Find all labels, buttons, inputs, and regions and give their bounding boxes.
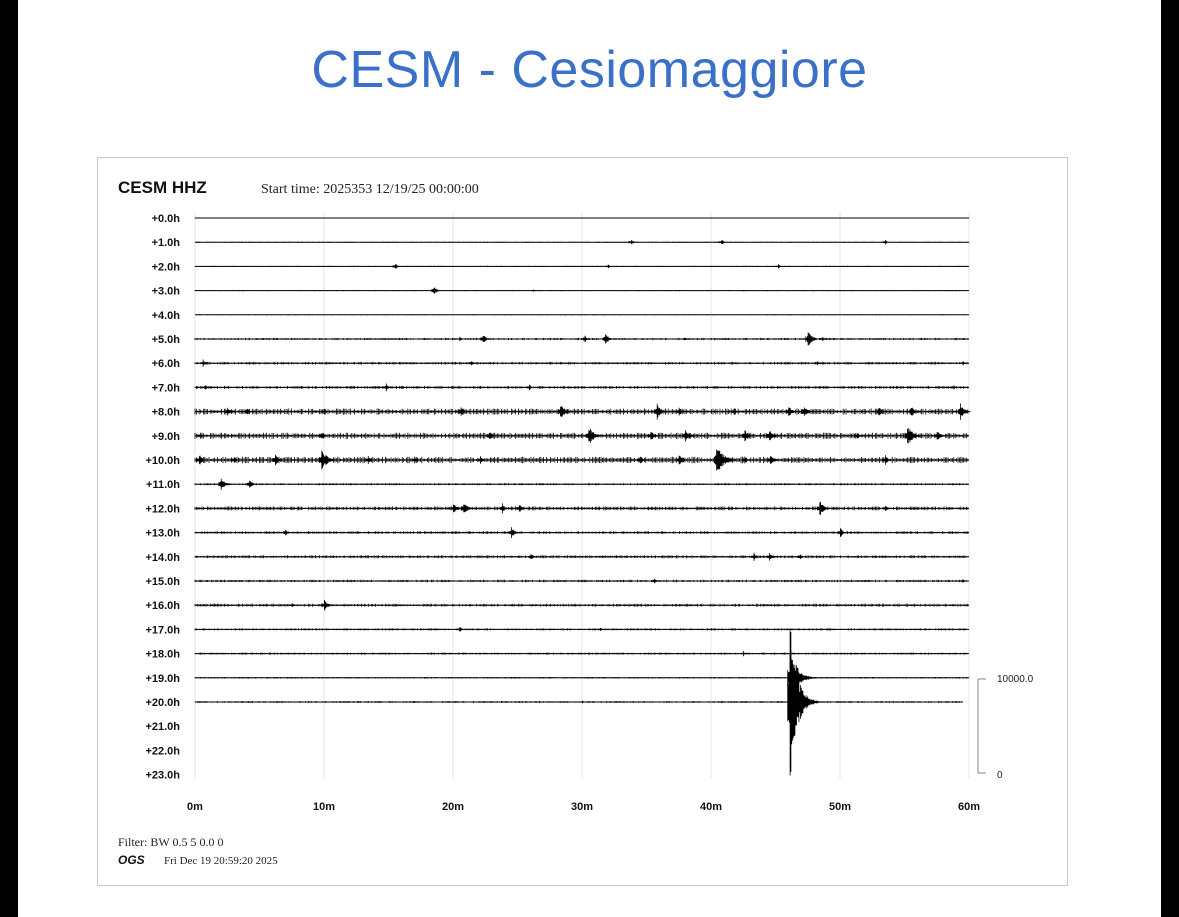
trace-signal	[194, 501, 969, 515]
trace-signal	[194, 359, 969, 367]
row-label: +16.0h	[145, 600, 180, 612]
trace-signal	[194, 314, 969, 316]
seismic-traces	[194, 217, 971, 776]
trace-signal	[194, 599, 969, 611]
row-label: +3.0h	[152, 286, 181, 298]
row-label: +8.0h	[152, 407, 181, 419]
row-label: +22.0h	[145, 745, 180, 757]
row-label: +5.0h	[152, 334, 181, 346]
x-tick-label: 0m	[187, 801, 203, 813]
x-tick-label: 60m	[958, 801, 980, 813]
helicorder-plot: 0m 10m 20m 30m 40m 50m 60m +0.0h +1.0h +2.0h +3.0h…	[97, 157, 1068, 886]
row-label: +18.0h	[145, 649, 180, 661]
row-label: +0.0h	[152, 213, 181, 225]
trace-signal	[194, 428, 969, 444]
scale-bar-top-label: 10000.0	[997, 674, 1034, 685]
trace-signal	[194, 578, 969, 584]
trace-signal	[194, 264, 969, 269]
row-label: +6.0h	[152, 358, 181, 370]
trace-signal	[194, 478, 969, 490]
chart-title: CESM HHZ	[118, 178, 207, 197]
trace-signal	[194, 628, 963, 776]
row-label: +23.0h	[145, 770, 180, 782]
row-label: +11.0h	[146, 479, 180, 491]
scale-bar-bottom-label: 0	[997, 770, 1003, 781]
footer-timestamp: Fri Dec 19 20:59:20 2025	[164, 855, 278, 867]
screen: CESM - Cesiomaggiore 0m 10m 20m 30m 40m 50m 60…	[18, 0, 1161, 917]
grid-lines	[194, 212, 970, 779]
row-label: +7.0h	[152, 382, 181, 394]
filter-label: Filter: BW 0.5 5 0.0 0	[118, 835, 223, 849]
trace-signal	[194, 403, 971, 420]
trace-signal	[194, 651, 969, 657]
axis-labels: 0m 10m 20m 30m 40m 50m 60m +0.0h +1.0h +2.0h +3.0h…	[145, 213, 980, 813]
x-tick-label: 20m	[442, 801, 464, 813]
trace-signal	[194, 527, 969, 538]
row-label: +14.0h	[145, 552, 180, 564]
chart-subtitle: Start time: 2025353 12/19/25 00:00:00	[261, 182, 479, 197]
x-tick-label: 30m	[571, 801, 593, 813]
row-label: +20.0h	[145, 697, 180, 709]
row-label: +12.0h	[145, 503, 180, 515]
trace-signal	[194, 383, 969, 392]
trace-signal	[194, 627, 969, 632]
scale-bar: 10000.0 0	[977, 674, 1034, 781]
helicorder-svg: 0m 10m 20m 30m 40m 50m 60m +0.0h +1.0h +2.0h +3.0h…	[118, 178, 1034, 867]
trace-signal	[194, 287, 969, 294]
trace-signal	[194, 332, 969, 346]
row-label: +2.0h	[152, 261, 181, 273]
row-label: +21.0h	[145, 721, 180, 733]
row-label: +13.0h	[145, 528, 180, 540]
trace-signal	[194, 240, 969, 245]
page-title: CESM - Cesiomaggiore	[311, 41, 868, 99]
trace-signal	[194, 552, 969, 561]
row-label: +9.0h	[152, 431, 181, 443]
trace-signal	[194, 217, 969, 219]
trace-signal	[194, 449, 969, 471]
row-label: +1.0h	[152, 237, 181, 249]
trace-signal	[194, 649, 969, 706]
row-label: +15.0h	[145, 576, 180, 588]
x-tick-label: 40m	[700, 801, 722, 813]
row-label: +4.0h	[152, 310, 181, 322]
x-tick-label: 50m	[829, 801, 851, 813]
row-label: +17.0h	[145, 624, 180, 636]
org-label: OGS	[118, 853, 145, 867]
x-tick-label: 10m	[313, 801, 335, 813]
row-label: +10.0h	[145, 455, 180, 467]
row-label: +19.0h	[145, 673, 180, 685]
